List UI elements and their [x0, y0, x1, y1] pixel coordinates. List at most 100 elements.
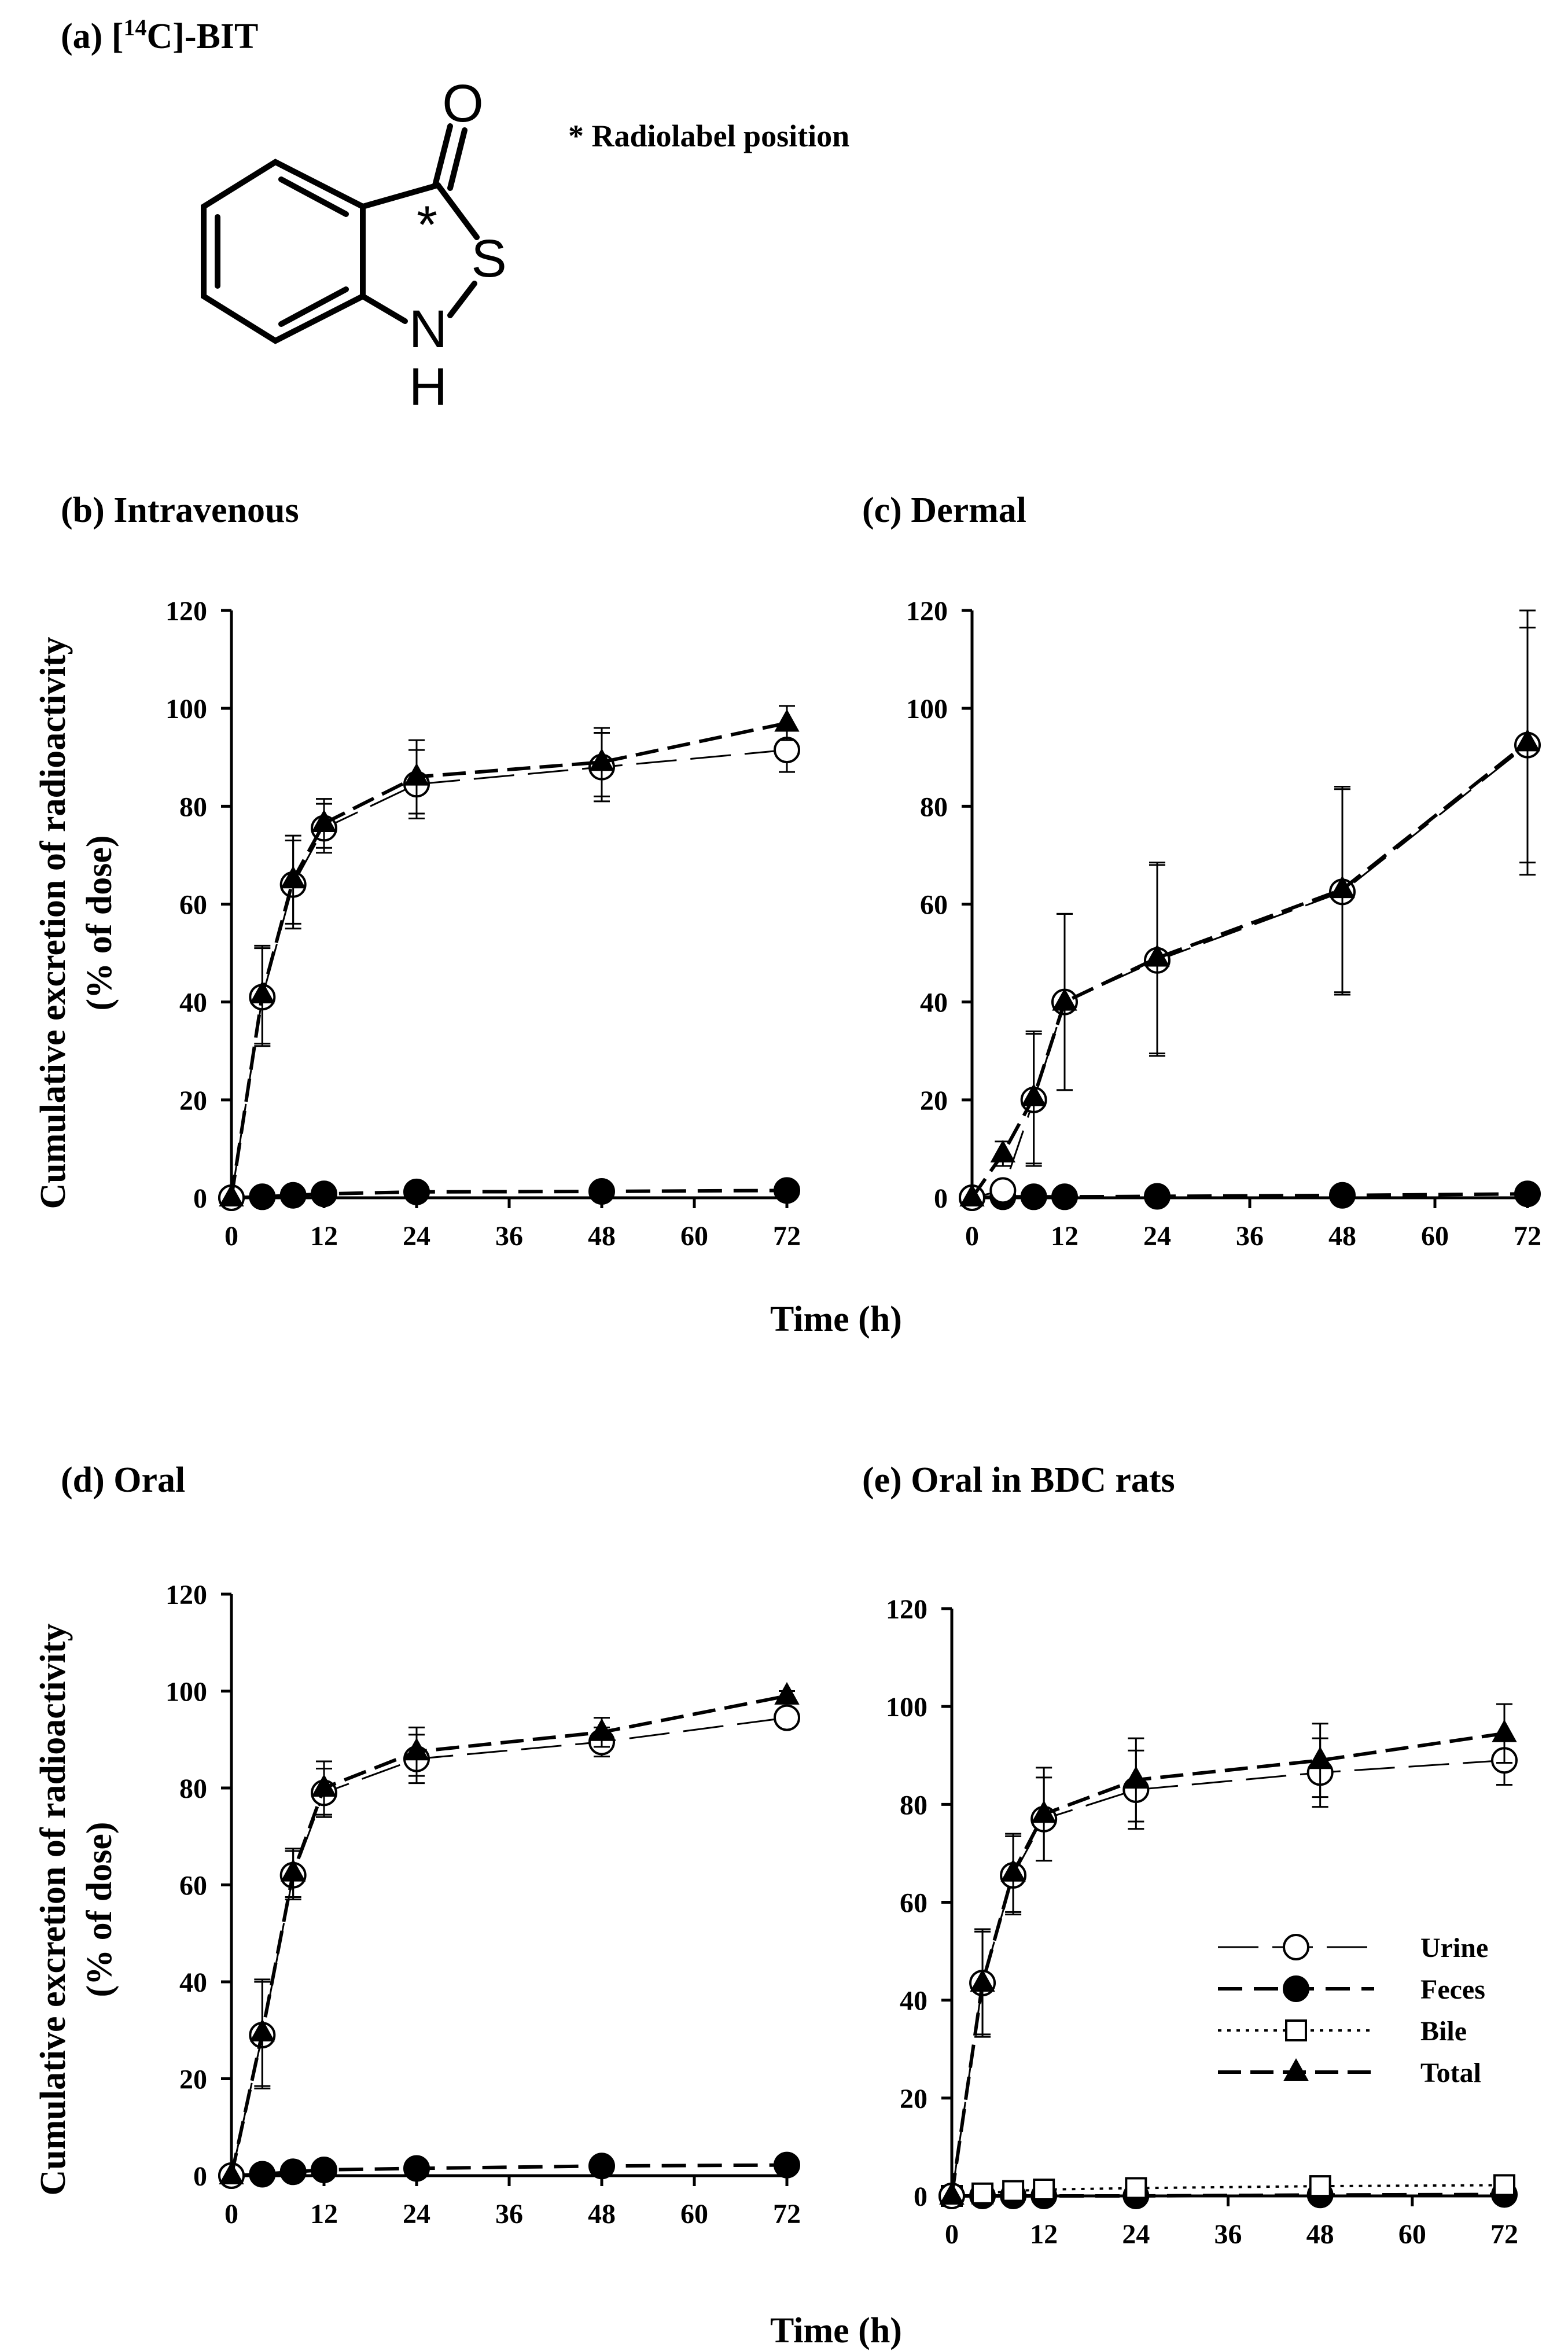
panel-c-feces-point	[1020, 1183, 1047, 1211]
nitrogen-atom: N	[409, 300, 447, 359]
panel-b-urine-point	[774, 737, 800, 764]
panel-c-y-tick-label: 100	[906, 694, 948, 724]
panel-d-total-line	[230, 1694, 787, 2176]
panel-c-total-point	[1021, 1083, 1047, 1106]
panel-e-y-tick-label: 60	[900, 1888, 927, 1919]
panel-d-y-tick-label: 0	[193, 2161, 207, 2192]
legend-feces-label: Feces	[1420, 1974, 1485, 2005]
panel-c-feces-point	[1514, 1180, 1541, 1208]
panel-b-total-line	[230, 721, 787, 1198]
panel-d-y-tick-label: 20	[179, 2065, 207, 2095]
panel-d-x-tick-label: 36	[495, 2199, 523, 2229]
carbonyl-bond-b	[447, 127, 468, 191]
panel-c-x-tick-label: 36	[1236, 1221, 1264, 1252]
panel-b-feces-point	[279, 1182, 307, 1209]
panel-e-bile-point	[1033, 2179, 1055, 2201]
panel-e-total-point	[1492, 1719, 1517, 1742]
panel-c-total-point	[1144, 944, 1170, 967]
legend-total-marker	[1283, 2058, 1309, 2081]
panel-title-intravenous: (b) Intravenous	[61, 491, 299, 530]
legend-bile-marker	[1285, 2019, 1307, 2041]
x-axis-title-bottom: Time (h)	[770, 2311, 902, 2350]
panel-d-x-tick-label: 24	[403, 2199, 430, 2229]
panel-b-total-point	[404, 763, 429, 786]
y-axis-title-top: Cumulative excretion of radioactivity (% …	[34, 637, 119, 1209]
panel-d-feces-point	[588, 2153, 615, 2180]
panel-b-x-tick-label: 0	[224, 1221, 238, 1252]
panel-b-urine-line	[230, 749, 787, 1198]
radiolabel-mark: *	[417, 196, 437, 255]
panel-e-total-point	[1307, 1746, 1333, 1769]
panel-d-feces-point	[249, 2161, 276, 2188]
panel-c-total-point	[1515, 729, 1540, 752]
panel-b-feces-point	[774, 1177, 800, 1204]
panel-b-y-tick-label: 20	[179, 1086, 207, 1116]
panel-d-y-tick-label: 100	[165, 1677, 207, 1708]
carbonyl-bond-a	[432, 123, 453, 188]
chart-intravenous: (b) Intravenous 0 20 40 60 80 100 120 0 12 24 36 48…	[61, 491, 801, 1252]
panel-b-x-tick-label: 48	[588, 1221, 616, 1252]
panel-e-y-tick-label: 20	[900, 2084, 927, 2114]
panel-d-x-tick-label: 60	[680, 2199, 708, 2229]
panel-b-y-tick-label: 40	[179, 988, 207, 1018]
s-n-bond	[447, 281, 477, 318]
benzene-ring	[201, 159, 366, 344]
panel-c-y-tick-label: 20	[920, 1086, 948, 1116]
panel-b-x-tick-label: 60	[680, 1221, 708, 1252]
legend-bile-label: Bile	[1420, 2016, 1467, 2047]
panel-c-y-tick-label: 120	[906, 596, 948, 627]
panel-c-urine-point	[989, 1177, 1017, 1204]
panel-e-bile-point	[1125, 2177, 1147, 2199]
legend-total-label: Total	[1420, 2058, 1481, 2088]
structure-panel: (a) [14C]-BIT O S N H * * Radiolabel pos…	[61, 14, 849, 417]
panel-e-total-line	[950, 1731, 1505, 2197]
x-axis-title-top: Time (h)	[770, 1300, 902, 1339]
y-axis-title-bottom: Cumulative excretion of radioactivity (% …	[34, 1624, 119, 2196]
panel-c-total-point	[959, 1183, 985, 1206]
sulfur-atom: S	[471, 229, 506, 288]
c-s-bond	[435, 182, 480, 240]
panel-b-feces-point	[311, 1180, 337, 1208]
panel-d-x-tick-label: 72	[773, 2199, 801, 2229]
panel-e-x-tick-label: 60	[1398, 2219, 1426, 2250]
panel-c-x-tick-label: 72	[1514, 1221, 1541, 1252]
panel-c-x-tick-label: 48	[1328, 1221, 1356, 1252]
panel-d-urine-point	[774, 1704, 800, 1731]
chart-dermal: (c) Dermal 0 20 40 60 80 100 120 0 12 24 36 48 60 72	[862, 491, 1541, 1252]
panel-d-y-tick-label: 120	[165, 1580, 207, 1610]
legend-urine-marker	[1283, 1934, 1309, 1960]
bit-structure-drawing	[201, 123, 480, 344]
plot-area-dermal: 0 20 40 60 80 100 120 0 12 24 36 48 60 72	[906, 596, 1541, 1252]
legend-feces-marker	[1283, 1975, 1309, 2002]
panel-title-oral-bdc: (e) Oral in BDC rats	[862, 1460, 1175, 1500]
panel-d-feces-point	[311, 2156, 337, 2183]
chart-oral-bdc: (e) Oral in BDC rats 0 20 40 60 80 100 120 0 12 2…	[862, 1460, 1518, 2250]
panel-e-x-tick-label: 0	[945, 2219, 959, 2250]
panel-b-feces-point	[249, 1183, 276, 1211]
plot-area-intravenous: 0 20 40 60 80 100 120 0 12 24 36 48 60 72	[165, 596, 801, 1252]
panel-e-total-point	[939, 2181, 965, 2205]
panel-c-x-tick-label: 12	[1051, 1221, 1079, 1252]
panel-d-x-tick-label: 48	[588, 2199, 616, 2229]
panel-e-total-point	[970, 1969, 995, 1992]
panel-d-feces-point	[774, 2151, 800, 2179]
panel-d-y-tick-label: 40	[179, 1967, 207, 1998]
panel-b-x-tick-label: 24	[403, 1221, 430, 1252]
panel-title-oral: (d) Oral	[61, 1460, 185, 1500]
panel-e-total-point	[1031, 1800, 1057, 1823]
panel-e-x-tick-label: 48	[1306, 2219, 1334, 2250]
radiolabel-note: * Radiolabel position	[568, 119, 849, 153]
panel-d-total-point	[219, 2161, 244, 2184]
panel-c-feces-point	[1144, 1183, 1171, 1210]
panel-e-y-tick-label: 40	[900, 1986, 927, 2017]
panel-c-total-point	[1330, 875, 1355, 899]
panel-c-total-point	[990, 1139, 1016, 1162]
panel-c-y-tick-label: 80	[920, 792, 948, 822]
panel-e-bile-point	[1309, 2175, 1331, 2198]
panel-c-y-tick-label: 60	[920, 890, 948, 921]
panel-b-total-point	[219, 1183, 244, 1206]
panel-b-x-tick-label: 36	[495, 1221, 523, 1252]
panel-b-total-point	[249, 980, 275, 1003]
panel-e-x-tick-label: 12	[1030, 2219, 1058, 2250]
